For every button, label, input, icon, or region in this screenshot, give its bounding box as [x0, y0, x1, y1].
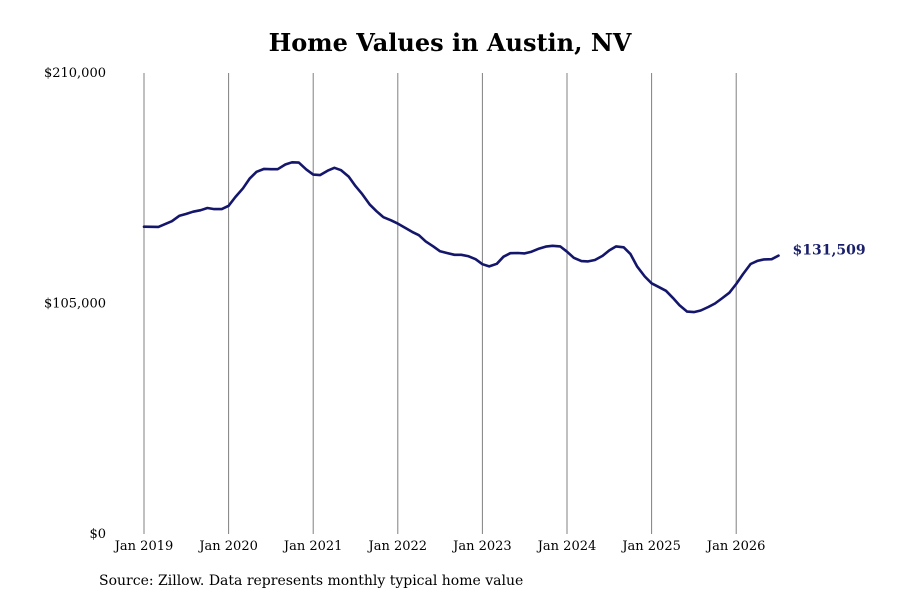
y-tick-label: $0: [89, 527, 106, 542]
chart-title: Home Values in Austin, NV: [268, 28, 632, 57]
end-value-label: $131,509: [793, 243, 866, 259]
x-tick-label: Jan 2023: [451, 539, 512, 554]
x-tick-label: Jan 2024: [536, 539, 597, 554]
x-tick-label: Jan 2026: [705, 539, 766, 554]
series-layer: [142, 161, 780, 314]
gridlines: [143, 73, 737, 534]
x-tick-label: Jan 2020: [197, 539, 258, 554]
y-tick-label: $210,000: [44, 66, 106, 81]
x-tick-label: Jan 2025: [620, 539, 681, 554]
x-tick-label: Jan 2022: [367, 539, 428, 554]
series-line-0: [142, 161, 780, 314]
y-axis-tick-labels: $0 $105,000 $210,000: [44, 66, 106, 542]
x-tick-label: Jan 2021: [282, 539, 343, 554]
y-tick-label: $105,000: [44, 297, 106, 312]
x-axis-tick-labels: Jan 2019 Jan 2020 Jan 2021 Jan 2022 Jan 2023…: [113, 539, 766, 554]
x-tick-label: Jan 2019: [113, 539, 174, 554]
source-note: Source: Zillow. Data represents monthly …: [99, 573, 524, 589]
